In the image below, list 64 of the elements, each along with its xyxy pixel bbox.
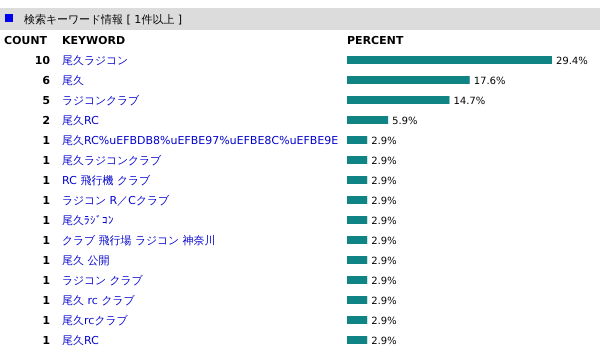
y2-tick-label: 1 bbox=[42, 174, 50, 187]
data-label: 17.6% bbox=[474, 76, 506, 87]
y-tick-label: 尾久rcクラブ bbox=[62, 314, 128, 327]
y-tick-label: ラジコン クラブ bbox=[62, 274, 144, 287]
y2-tick-label: 1 bbox=[42, 274, 50, 287]
bar bbox=[347, 316, 368, 324]
y-tick-label: 尾久RC%uEFBDB8%uEFBE97%uEFBE8C%uEFBE9E bbox=[62, 134, 338, 147]
bar bbox=[347, 156, 368, 164]
y-tick-label: 尾久ラジコンクラブ bbox=[62, 154, 162, 167]
y2-tick-label: 1 bbox=[42, 234, 50, 247]
bar bbox=[347, 96, 450, 104]
bar bbox=[347, 276, 368, 284]
y2-tick-label: 10 bbox=[34, 54, 50, 67]
bar bbox=[347, 296, 368, 304]
data-label: 2.9% bbox=[371, 156, 397, 167]
y-tick-label: 尾久RC bbox=[62, 114, 100, 127]
y2-tick-label: 5 bbox=[42, 94, 50, 107]
y-tick-label: 尾久 bbox=[62, 74, 84, 87]
y2-tick-label: 1 bbox=[42, 154, 50, 167]
data-label: 29.4% bbox=[556, 56, 588, 67]
bar bbox=[347, 136, 368, 144]
y-tick-label: クラブ 飛行場 ラジコン 神奈川 bbox=[62, 234, 216, 247]
y-tick-label: 尾久 公開 bbox=[62, 254, 110, 267]
bar bbox=[347, 256, 368, 264]
y2-tick-label: 1 bbox=[42, 314, 50, 327]
data-label: 2.9% bbox=[371, 216, 397, 227]
bar bbox=[347, 216, 368, 224]
data-label: 5.9% bbox=[392, 116, 418, 127]
bar bbox=[347, 236, 368, 244]
y-tick-label: ラジコンクラブ bbox=[62, 94, 140, 107]
y2-tick-label: 1 bbox=[42, 214, 50, 227]
data-label: 2.9% bbox=[371, 316, 397, 327]
bar bbox=[347, 76, 470, 84]
y2-tick-label: 1 bbox=[42, 134, 50, 147]
bar bbox=[347, 56, 552, 64]
data-label: 2.9% bbox=[371, 196, 397, 207]
y-tick-label: 尾久 rc クラブ bbox=[62, 294, 136, 307]
y2-tick-label: 2 bbox=[42, 114, 50, 127]
bar bbox=[347, 176, 368, 184]
data-label: 2.9% bbox=[371, 296, 397, 307]
y-tick-label: 尾久RC bbox=[62, 334, 100, 347]
data-label: 2.9% bbox=[371, 336, 397, 347]
y2-tick-label: 1 bbox=[42, 254, 50, 267]
y2-tick-label: 6 bbox=[42, 74, 50, 87]
y2-tick-label: 1 bbox=[42, 334, 50, 347]
y2-tick-label: 1 bbox=[42, 294, 50, 307]
y2-axis-title: COUNT bbox=[4, 34, 48, 47]
data-label: 14.7% bbox=[454, 96, 486, 107]
y-axis-title: KEYWORD bbox=[62, 34, 126, 47]
text: 検索キーワード情報 [ 1件以上 ] bbox=[24, 13, 182, 26]
bar bbox=[347, 336, 368, 344]
data-label: 2.9% bbox=[371, 276, 397, 287]
data-label: 2.9% bbox=[371, 256, 397, 267]
data-label: 2.9% bbox=[371, 176, 397, 187]
y-tick-label: 尾久ﾗｼﾞｺﾝ bbox=[62, 214, 114, 227]
bar bbox=[347, 196, 368, 204]
data-label: 2.9% bbox=[371, 236, 397, 247]
y-tick-label: RC 飛行機 クラブ bbox=[62, 174, 151, 187]
y-tick-label: ラジコン R／Cクラブ bbox=[62, 194, 170, 207]
y2-tick-label: 1 bbox=[42, 194, 50, 207]
y-tick-label: 尾久ラジコン bbox=[62, 54, 128, 67]
x-axis-title: PERCENT bbox=[347, 34, 404, 47]
data-label: 2.9% bbox=[371, 136, 397, 147]
bar bbox=[347, 116, 388, 124]
